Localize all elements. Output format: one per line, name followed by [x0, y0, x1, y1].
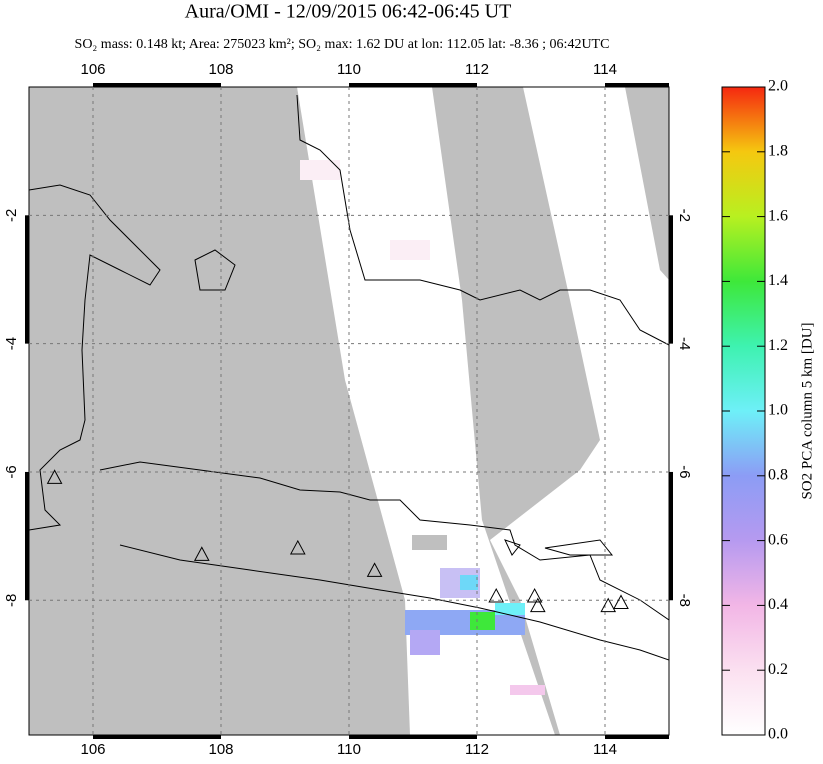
colorbar-label: SO2 PCA column 5 km [DU] [799, 322, 815, 499]
coastline [99, 461, 669, 661]
so2-low [390, 240, 430, 260]
x-tick-label: 114 [593, 61, 617, 78]
colorbar-tick-label: 0.6 [768, 531, 788, 548]
y-tick-label: -8 [3, 594, 20, 607]
volcano [613, 594, 629, 609]
so2-low [300, 160, 340, 180]
frame-bar [349, 83, 477, 87]
x-tick-label: 106 [80, 61, 105, 78]
so2-high [495, 603, 525, 615]
frame-bar [25, 215, 29, 344]
volcano [488, 588, 505, 603]
y-tick-label: -4 [676, 337, 693, 350]
volcano [600, 597, 617, 613]
x-tick-label: 114 [593, 741, 617, 758]
coastline [504, 539, 614, 556]
so2-low [510, 685, 545, 695]
x-tick-label: 110 [337, 61, 361, 78]
frame-bar [93, 735, 221, 739]
frame-bar [605, 83, 669, 87]
y-tick-label: -2 [3, 209, 20, 222]
x-tick-label: 112 [465, 61, 489, 78]
swath [297, 87, 555, 735]
subtitle: SO₂ mass: 0.148 kt; Area: 275023 km²; SO… [75, 37, 610, 52]
y-tick-label: -4 [3, 337, 20, 350]
colorbar-tick-label: 1.2 [768, 337, 788, 354]
frame-bar [669, 215, 673, 344]
coastline [29, 184, 161, 531]
volcano [46, 469, 63, 484]
volcano [366, 562, 383, 577]
y-tick-label: -6 [676, 465, 693, 478]
volcano [526, 588, 543, 603]
x-tick-label: 112 [465, 741, 489, 758]
volcano [289, 539, 306, 555]
x-tick-label: 106 [80, 741, 105, 758]
so2-peak [470, 612, 495, 630]
so2-mid [410, 630, 440, 655]
x-tick-label: 108 [208, 741, 233, 758]
no-data [412, 535, 447, 550]
colorbar-tick-label: 0.8 [768, 466, 788, 483]
coastline [194, 249, 236, 291]
coastline [296, 94, 669, 346]
colorbar-tick-label: 0.0 [768, 726, 788, 743]
volcano [529, 597, 546, 613]
colorbar-tick-label: 0.2 [768, 661, 788, 678]
colorbar-tick-label: 2.0 [768, 78, 788, 95]
colorbar-tick-label: 1.8 [768, 142, 788, 159]
frame-bar [25, 471, 29, 601]
title: Aura/OMI - 12/09/2015 06:42-06:45 UT [185, 1, 512, 23]
y-tick-label: -6 [3, 465, 20, 478]
colorbar-tick-label: 1.6 [768, 207, 788, 224]
swath [490, 87, 669, 735]
frame-bar [93, 83, 221, 87]
colorbar-tick-label: 0.4 [768, 596, 788, 613]
x-tick-label: 108 [208, 61, 233, 78]
colorbar-tick-label: 1.0 [768, 402, 788, 419]
volcano [193, 546, 210, 561]
frame-bar [605, 735, 669, 739]
x-tick-label: 110 [337, 741, 361, 758]
frame-bar [349, 735, 477, 739]
y-tick-label: -2 [676, 209, 693, 222]
y-tick-label: -8 [676, 594, 693, 607]
frame-bar [669, 471, 673, 601]
so2-high [460, 575, 478, 590]
colorbar-tick-label: 1.4 [768, 272, 788, 289]
